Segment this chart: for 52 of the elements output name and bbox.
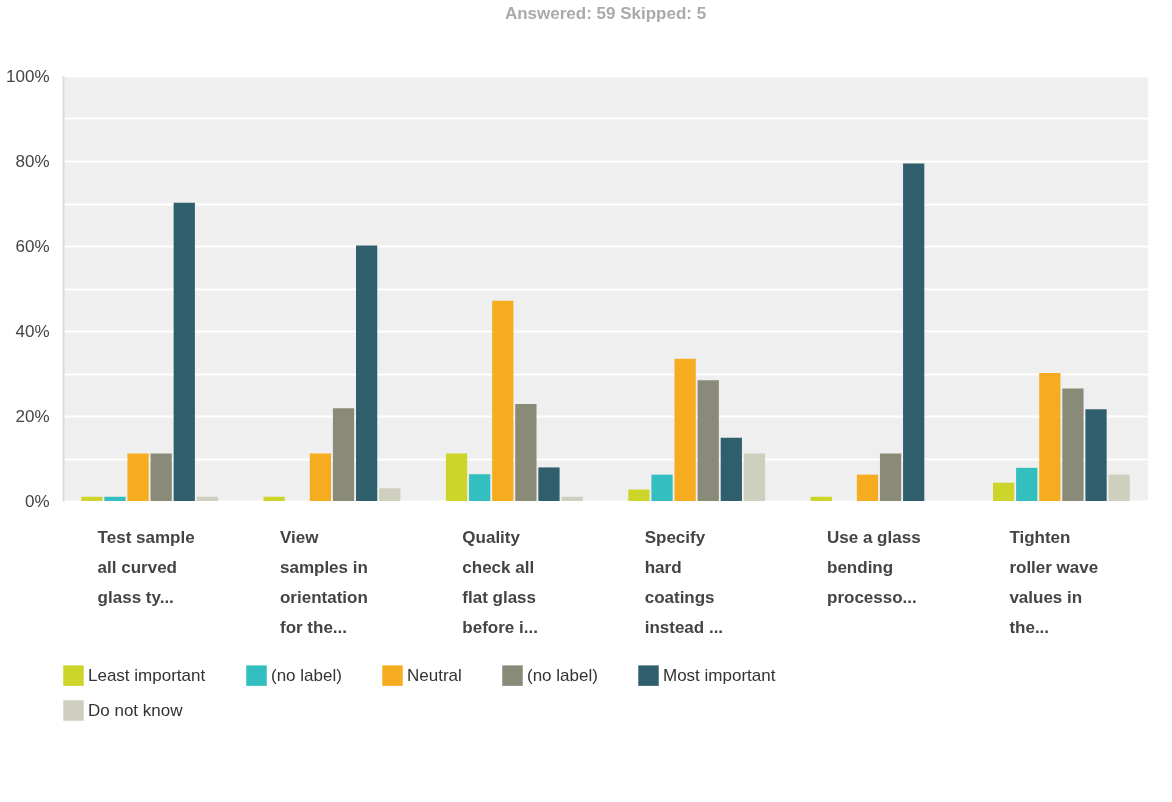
bar <box>561 496 583 501</box>
bar <box>173 202 195 501</box>
x-tick-label: Test sample all curved glass ty... <box>97 527 195 607</box>
bar <box>879 453 902 501</box>
bar <box>263 496 285 501</box>
y-tick-label: 60% <box>15 236 50 256</box>
x-tick-label: Specify hard coatings instead ... <box>644 527 724 637</box>
legend-label: (no label) <box>527 665 598 685</box>
y-tick-label: 20% <box>15 406 50 426</box>
bar <box>810 496 832 501</box>
legend-label: Least important <box>88 665 206 685</box>
bar <box>1062 388 1084 501</box>
bar <box>697 380 719 501</box>
bar <box>469 474 491 501</box>
x-tick-label: Use a glass bending processo... <box>827 527 921 607</box>
bar <box>538 467 560 501</box>
chart-title: Answered: 59 Skipped: 5 <box>504 4 707 23</box>
bar <box>903 163 925 501</box>
x-tick-label: Quality check all flat glass before i... <box>462 527 538 637</box>
bar <box>356 245 378 501</box>
bar <box>1085 409 1107 501</box>
legend-label: Do not know <box>88 700 184 720</box>
y-tick-label: 0% <box>24 491 50 511</box>
y-tick-label: 100% <box>6 66 50 86</box>
bar <box>1016 467 1038 501</box>
bar <box>379 488 401 501</box>
x-tick-label: View samples in orientation for the... <box>279 527 368 637</box>
x-tick-label: Tighten roller wave values in the... <box>1009 527 1099 637</box>
legend-label: (no label) <box>271 665 342 685</box>
y-tick-label: 80% <box>15 151 50 171</box>
bar <box>150 453 172 501</box>
bar <box>81 496 103 501</box>
bar <box>332 408 355 501</box>
y-tick-label: 40% <box>15 321 50 341</box>
bar <box>743 453 766 501</box>
bar <box>651 474 673 501</box>
legend-label: Neutral <box>407 665 462 685</box>
bar <box>993 482 1015 501</box>
bar <box>1108 474 1130 501</box>
bar <box>104 496 126 501</box>
bar <box>492 300 514 501</box>
bar <box>445 453 468 501</box>
bar <box>720 437 742 501</box>
bar <box>674 358 696 501</box>
legend-label: Most important <box>663 665 776 685</box>
bar <box>1039 373 1061 501</box>
bar <box>309 453 332 501</box>
bar <box>856 474 879 501</box>
bar <box>127 453 149 501</box>
bar <box>628 489 650 501</box>
bar <box>196 496 218 501</box>
bar <box>515 404 537 501</box>
